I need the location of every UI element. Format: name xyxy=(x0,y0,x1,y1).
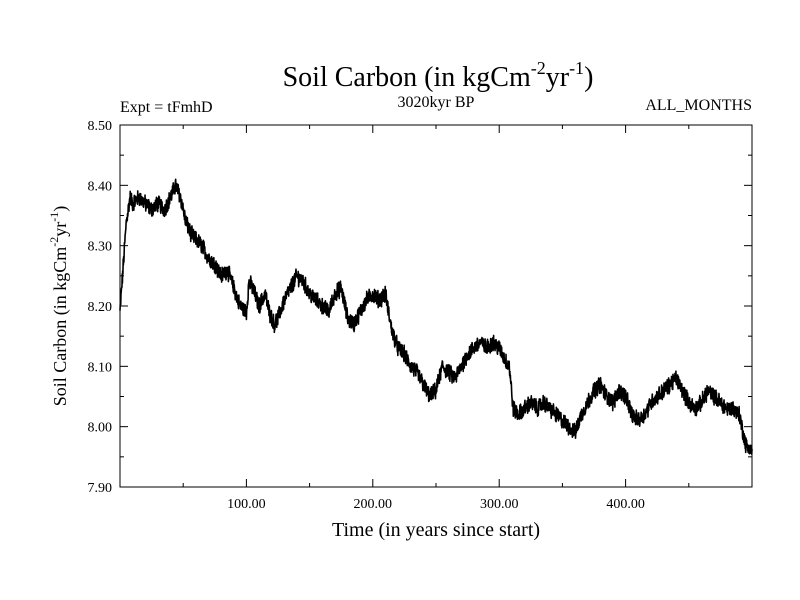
y-tick-label: 8.30 xyxy=(88,240,113,255)
chart-title: Soil Carbon (in kgCm-2yr-1) xyxy=(283,58,594,93)
x-tick-label: 200.00 xyxy=(354,497,393,512)
x-axis-label: Time (in years since start) xyxy=(332,519,540,541)
x-tick-label: 100.00 xyxy=(227,497,266,512)
y-tick-label: 8.40 xyxy=(88,179,113,194)
soil-carbon-series-line xyxy=(119,178,753,455)
x-tick-label: 300.00 xyxy=(480,497,519,512)
plot-frame xyxy=(119,124,753,488)
y-tick-label: 8.50 xyxy=(88,119,113,134)
y-tick-label: 8.20 xyxy=(88,300,113,315)
y-tick-label: 8.00 xyxy=(88,421,113,436)
x-axis: 100.00 200.00 300.00 400.00 xyxy=(182,125,690,512)
months-label: ALL_MONTHS xyxy=(645,97,752,114)
x-tick-label: 400.00 xyxy=(606,497,645,512)
y-tick-label: 7.90 xyxy=(88,481,113,496)
y-axis: 7.90 8.00 8.10 8.20 8.30 8.40 8.50 xyxy=(88,119,752,496)
expt-label: Expt = tFmhD xyxy=(120,99,213,116)
chart-subtitle: 3020kyr BP xyxy=(398,94,475,111)
y-axis-label: Soil Carbon (in kgCm-2yr-1) xyxy=(47,206,71,407)
y-tick-label: 8.10 xyxy=(88,360,113,375)
